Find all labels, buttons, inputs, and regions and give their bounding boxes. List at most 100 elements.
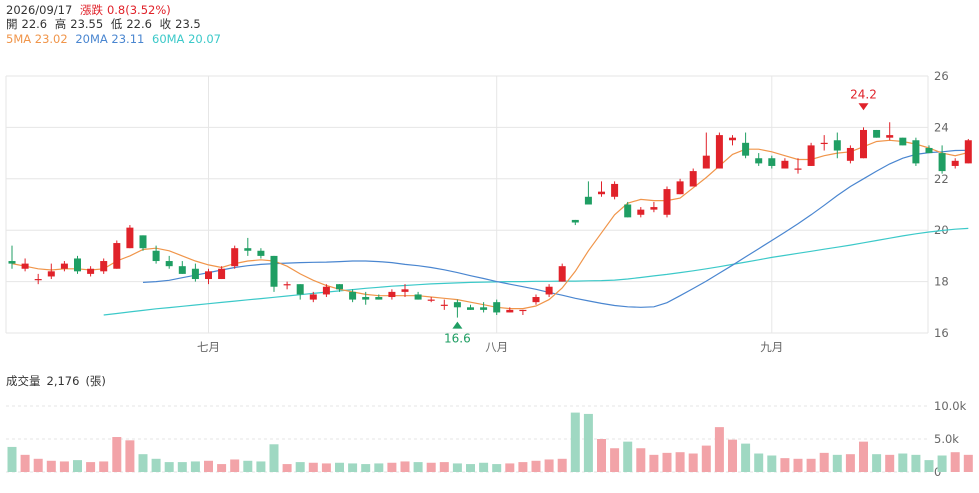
volume-bar <box>623 441 633 472</box>
volume-bar <box>898 453 908 472</box>
volume-value: 2,176 <box>46 374 80 388</box>
volume-bar <box>492 464 502 472</box>
volume-bar <box>466 464 475 472</box>
candle-body <box>375 297 383 300</box>
volume-bar <box>583 413 593 472</box>
candle-body <box>598 191 605 195</box>
volume-bar <box>806 458 816 472</box>
candle-body <box>637 209 645 215</box>
candle-body <box>336 284 343 290</box>
volume-bar <box>413 462 423 472</box>
candle-body <box>624 204 632 218</box>
volume-bar <box>243 460 253 472</box>
volume-unit: (張) <box>85 374 106 388</box>
volume-bar <box>452 463 462 472</box>
ohlc-summary-row-2: 開 22.6 高 23.55 低 22.6 收 23.5 <box>6 17 205 32</box>
change-value: 0.8(3.52%) <box>106 3 171 17</box>
volume-bar <box>518 462 528 472</box>
candle-body <box>270 255 278 287</box>
volume-bar <box>282 464 292 472</box>
candle-body <box>493 302 501 313</box>
volume-bar <box>780 458 790 472</box>
volume-bar <box>20 454 30 472</box>
volume-bar <box>845 454 855 472</box>
ma5-legend: 5MA 23.02 <box>6 32 68 46</box>
candle-body <box>729 137 736 141</box>
candle-body <box>440 304 448 306</box>
volume-bar <box>963 454 973 472</box>
candle-body <box>218 268 226 280</box>
candle-body <box>388 291 396 298</box>
high-label: 高 <box>54 17 67 31</box>
candle-body <box>100 261 108 272</box>
volume-bar <box>217 464 227 472</box>
candle-body <box>165 261 173 267</box>
volume-bar <box>177 462 187 472</box>
ma60-legend: 60MA 20.07 <box>152 32 221 46</box>
candle-body <box>74 258 81 272</box>
high-value: 23.55 <box>70 17 104 31</box>
candle-body <box>663 189 671 215</box>
candle-body <box>427 299 435 301</box>
volume-bar <box>361 464 371 472</box>
volume-header: 成交量 2,176 (張) <box>6 373 112 389</box>
ma60-line <box>103 227 969 316</box>
open-label: 開 <box>6 17 18 31</box>
volume-bar <box>400 461 410 472</box>
volume-bar <box>714 427 724 472</box>
candle-body <box>676 181 684 195</box>
volume-bar <box>649 454 659 472</box>
candle-body <box>231 248 239 267</box>
volume-bar <box>937 455 947 472</box>
volume-bar <box>688 453 698 472</box>
candle-body <box>584 196 592 205</box>
candle-body <box>755 158 763 164</box>
volume-bar <box>46 460 56 472</box>
candle-body <box>794 168 802 170</box>
volume-bar <box>859 441 868 472</box>
candle-body <box>938 153 946 172</box>
candle-body <box>349 291 357 300</box>
candle-body <box>309 294 317 300</box>
candle-body <box>21 263 29 269</box>
volume-bar <box>479 462 489 472</box>
candle-body <box>715 135 723 169</box>
volume-label: 成交量 <box>6 374 41 388</box>
volume-bar <box>767 455 777 472</box>
volume-tick-label: 5.0k <box>934 432 959 446</box>
candle-body <box>951 160 959 166</box>
candle-body <box>650 207 658 210</box>
volume-bar <box>204 460 213 472</box>
candle-body <box>807 145 815 166</box>
candle-body <box>467 307 474 310</box>
volume-bar <box>557 458 567 472</box>
low-label: 低 <box>110 17 123 31</box>
candle-body <box>964 140 972 164</box>
candle-body <box>768 158 776 166</box>
volume-bar <box>190 461 200 472</box>
volume-bar <box>125 440 135 472</box>
price-tick-label: 26 <box>934 69 949 83</box>
volume-bar <box>911 454 921 472</box>
volume-bar <box>741 443 751 472</box>
candle-body <box>506 309 514 313</box>
volume-bar <box>99 461 109 472</box>
volume-bar <box>675 452 685 472</box>
candle-body <box>152 250 160 262</box>
volume-bar <box>348 463 358 472</box>
volume-bar <box>439 462 449 472</box>
candle-body <box>244 248 252 251</box>
candle-body <box>401 289 409 292</box>
change-label: 漲跌 <box>79 3 103 17</box>
volume-bar <box>73 460 82 472</box>
candle-body <box>925 147 933 154</box>
volume-bar <box>112 437 122 472</box>
candle-body <box>689 171 697 187</box>
candle-body <box>296 284 304 295</box>
candle-body <box>205 271 212 280</box>
price-tick-label: 24 <box>934 120 949 134</box>
volume-bar <box>544 459 554 472</box>
candle-body <box>846 147 854 161</box>
month-label: 八月 <box>485 340 508 354</box>
